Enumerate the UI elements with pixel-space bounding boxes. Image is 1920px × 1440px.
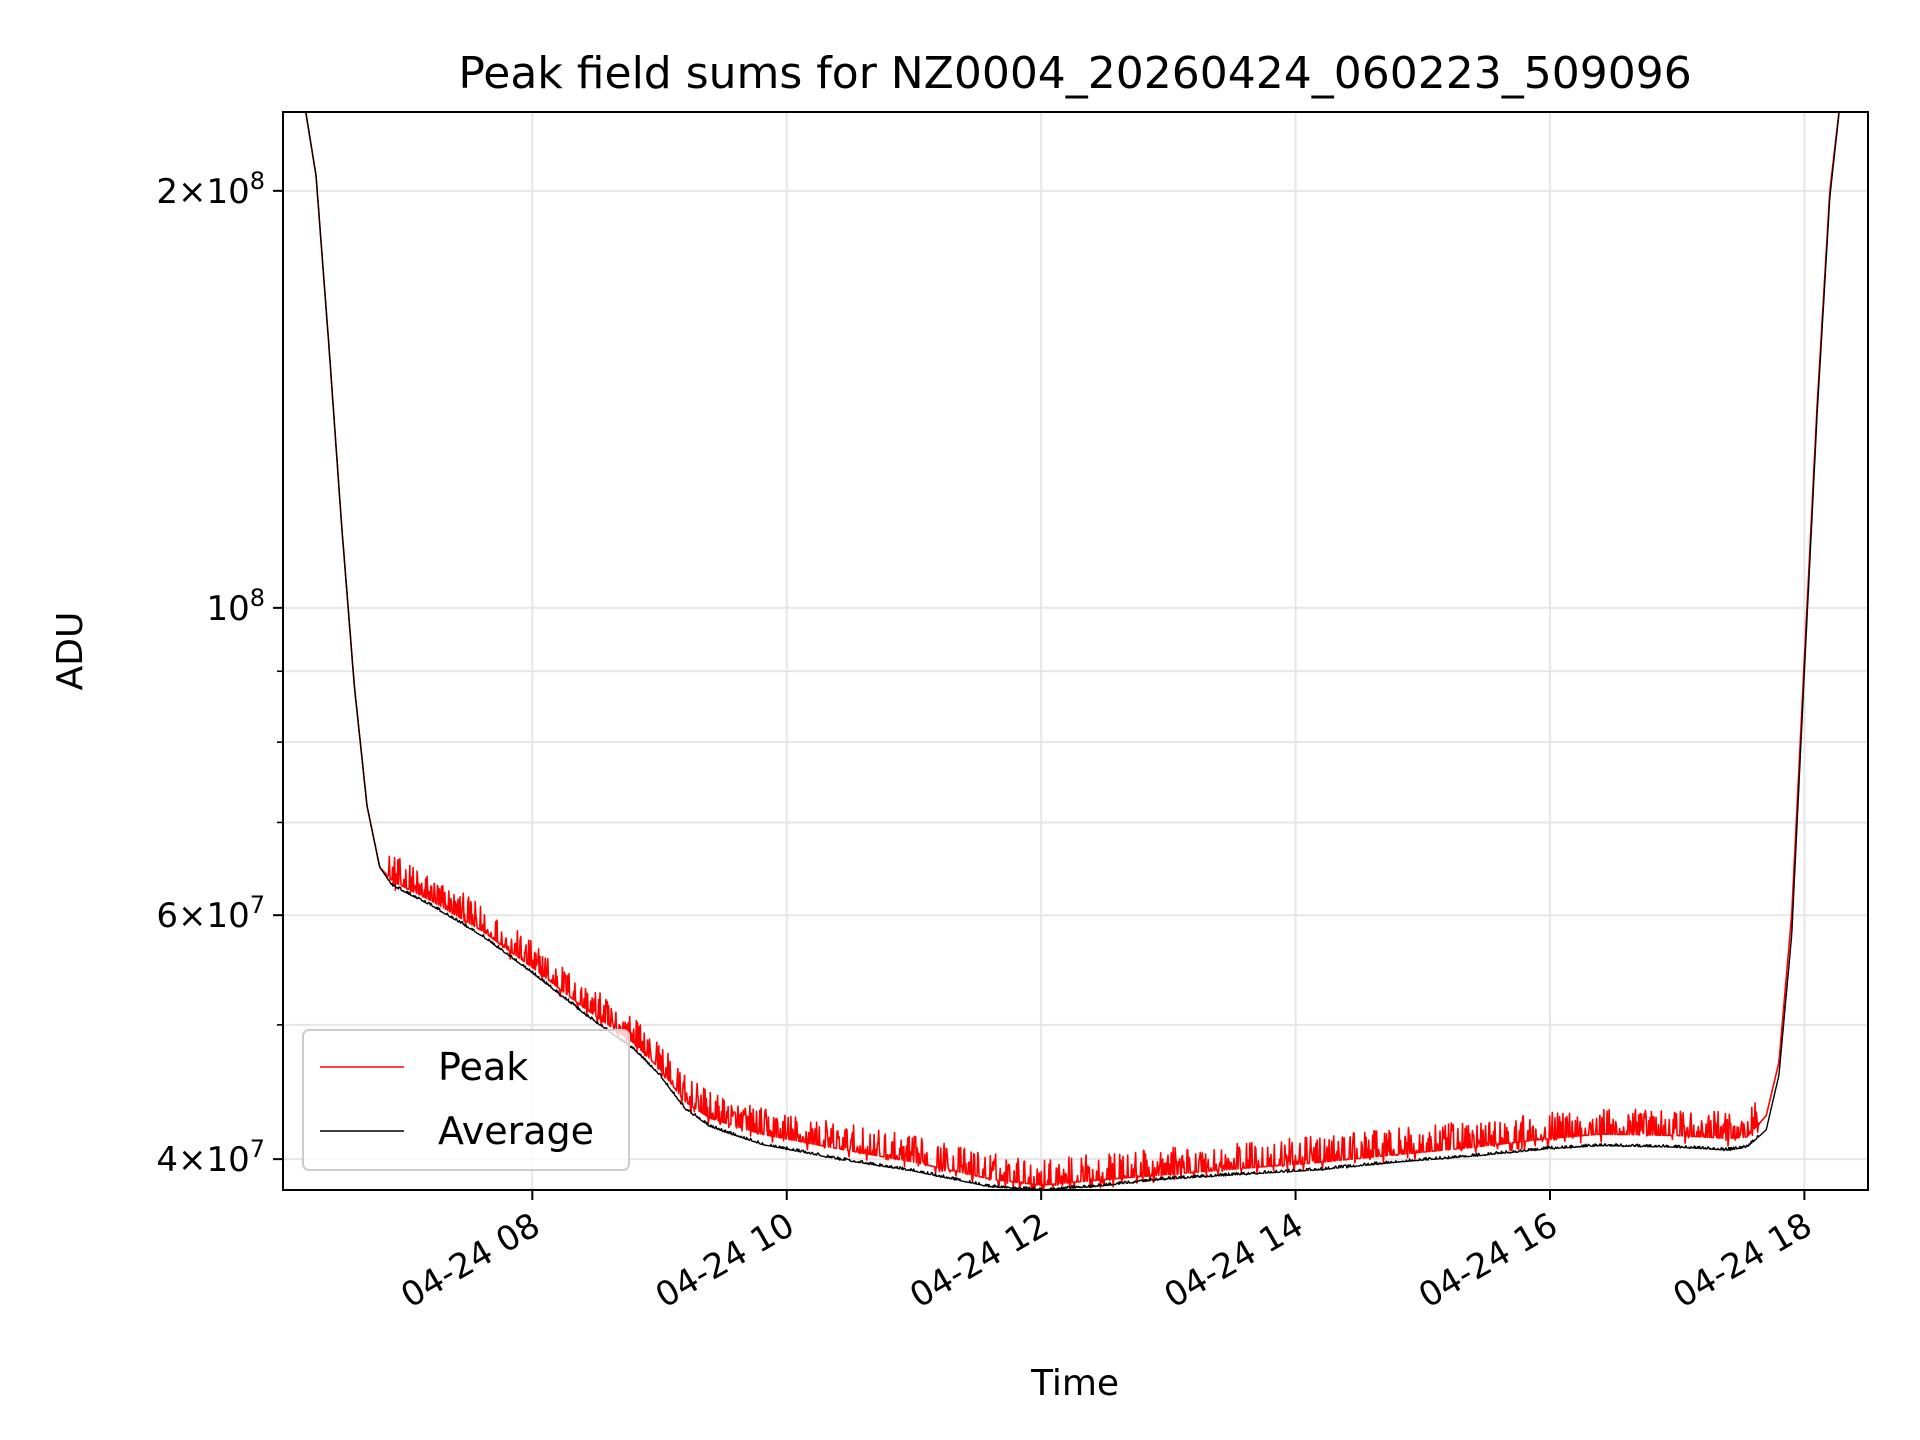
legend-label-average: Average <box>438 1109 594 1153</box>
legend-label-peak: Peak <box>438 1045 528 1089</box>
y-axis-label: ADU <box>50 612 91 691</box>
legend: Peak Average <box>303 1030 629 1170</box>
y-tick-label: 4×107 <box>156 1135 265 1180</box>
plot-area <box>283 112 1868 1190</box>
x-axis-label: Time <box>1030 1363 1119 1404</box>
y-tick-label: 6×107 <box>156 891 265 936</box>
y-tick-label: 2×108 <box>156 167 265 212</box>
chart-title: Peak field sums for NZ0004_20260424_0602… <box>458 48 1691 99</box>
chart-figure: 04-24 08 04-24 10 04-24 12 04-24 14 04-24 16… <box>0 0 1920 1440</box>
